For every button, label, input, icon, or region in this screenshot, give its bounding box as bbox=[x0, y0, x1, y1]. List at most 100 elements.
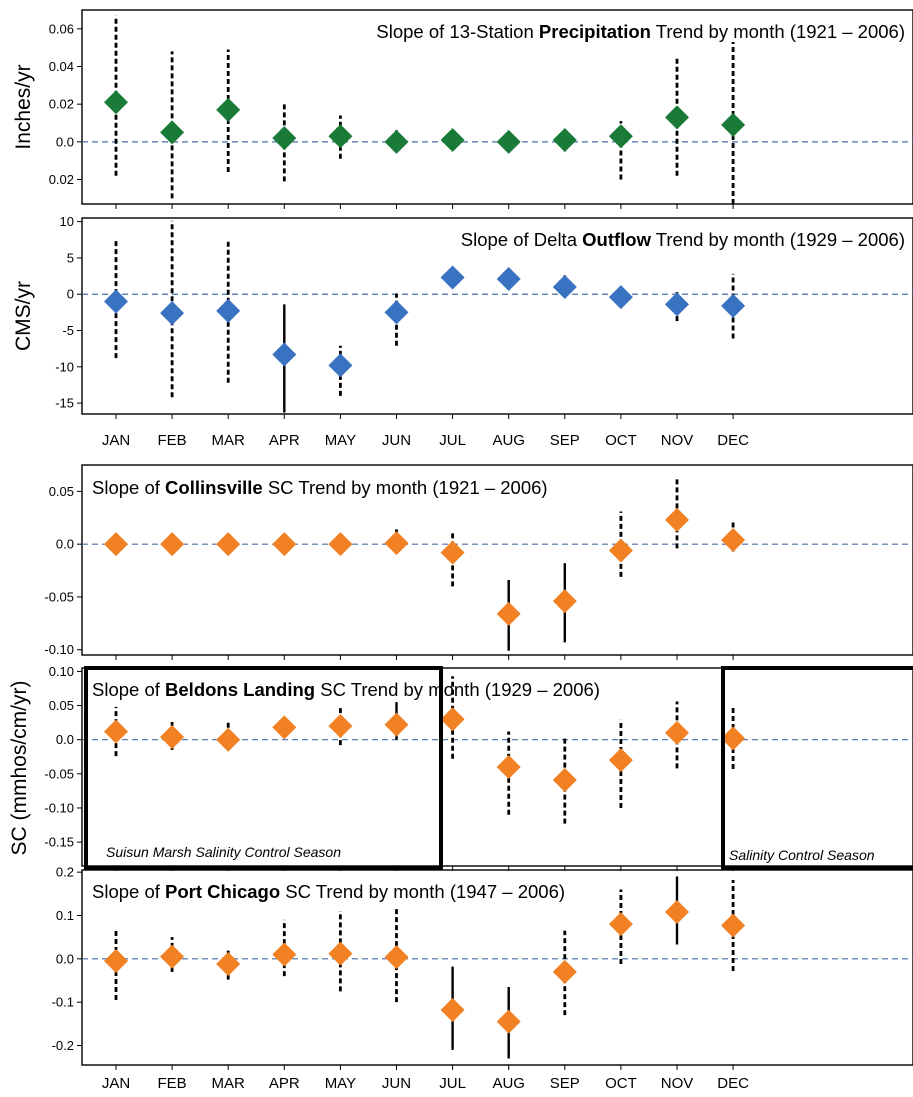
y-tick-label: -0.10 bbox=[44, 800, 74, 815]
data-point-mar bbox=[216, 298, 241, 323]
suisun-season-box bbox=[84, 666, 443, 870]
panel-title-beldons: Slope of Beldons Landing SC Trend by mon… bbox=[92, 679, 600, 700]
data-point-oct bbox=[608, 285, 633, 310]
x-tick-label-jun: JUN bbox=[382, 1075, 411, 1092]
data-point-nov bbox=[665, 105, 689, 130]
data-point-jul bbox=[440, 265, 465, 290]
x-tick-label-mar: MAR bbox=[212, 432, 246, 449]
data-point-jan bbox=[104, 532, 128, 557]
data-point-dec bbox=[721, 913, 746, 938]
panel-frame bbox=[81, 464, 913, 656]
data-point-jul bbox=[440, 707, 465, 732]
x-tick-label-feb: FEB bbox=[158, 432, 187, 449]
y-tick-label: 0.1 bbox=[56, 908, 74, 923]
x-tick-label-jul: JUL bbox=[439, 1075, 466, 1092]
x-tick-label-sep: SEP bbox=[550, 432, 580, 449]
data-point-mar bbox=[216, 727, 241, 752]
y-tick-label: -0.1 bbox=[52, 995, 74, 1010]
data-point-jun bbox=[384, 531, 409, 556]
x-tick-label-dec: DEC bbox=[717, 1075, 749, 1092]
data-point-may bbox=[328, 532, 353, 557]
data-point-jan bbox=[104, 289, 128, 314]
data-point-oct bbox=[608, 538, 633, 563]
y-tick-label: -0.2 bbox=[52, 1038, 74, 1053]
data-point-may bbox=[328, 941, 353, 966]
y-tick-label: 0.0 bbox=[56, 134, 74, 149]
data-point-apr bbox=[272, 126, 297, 151]
data-point-apr bbox=[272, 342, 297, 367]
x-tick-label-jan: JAN bbox=[102, 1075, 130, 1092]
data-point-dec bbox=[721, 527, 746, 552]
data-point-may bbox=[328, 353, 353, 378]
x-tick-label-apr: APR bbox=[269, 432, 300, 449]
data-point-jan bbox=[104, 90, 128, 115]
data-point-jun bbox=[384, 712, 409, 737]
panel-frame bbox=[81, 9, 913, 205]
data-point-jul bbox=[440, 997, 465, 1022]
x-tick-label-jun: JUN bbox=[382, 432, 411, 449]
data-point-sep bbox=[552, 274, 577, 299]
x-tick-label-apr: APR bbox=[269, 1075, 300, 1092]
x-tick-label-oct: OCT bbox=[605, 432, 637, 449]
data-point-apr bbox=[272, 532, 297, 557]
data-point-aug bbox=[496, 755, 521, 779]
x-tick-label-sep: SEP bbox=[550, 1075, 580, 1092]
y-tick-label: 0.02 bbox=[49, 172, 74, 187]
suisun-season-label: Suisun Marsh Salinity Control Season bbox=[106, 844, 341, 860]
data-point-jul bbox=[440, 127, 465, 152]
panel-frame bbox=[81, 217, 913, 415]
y-tick-label: 0.10 bbox=[49, 664, 74, 679]
x-tick-label-feb: FEB bbox=[158, 1075, 187, 1092]
y-tick-label: -0.10 bbox=[44, 642, 74, 657]
ylabel-precip: Inches/yr bbox=[12, 64, 35, 149]
data-point-nov bbox=[665, 900, 689, 925]
data-point-mar bbox=[216, 532, 241, 557]
data-point-may bbox=[328, 124, 353, 149]
y-tick-label: 0.05 bbox=[49, 484, 74, 499]
y-tick-label: 0.02 bbox=[49, 97, 74, 112]
data-point-aug bbox=[496, 1009, 521, 1034]
data-point-feb bbox=[160, 944, 185, 969]
x-tick-label-jul: JUL bbox=[439, 432, 466, 449]
salinity-season-label: Salinity Control Season bbox=[729, 847, 875, 863]
y-tick-label: -5 bbox=[62, 323, 74, 338]
data-point-oct bbox=[608, 124, 633, 149]
data-point-feb bbox=[160, 532, 185, 557]
panel-frame bbox=[81, 667, 913, 867]
data-point-oct bbox=[608, 748, 633, 773]
y-tick-label: 0.0 bbox=[56, 537, 74, 552]
panel-title-precip: Slope of 13-Station Precipitation Trend … bbox=[376, 21, 905, 42]
data-point-jun bbox=[384, 300, 409, 325]
data-point-apr bbox=[272, 715, 297, 740]
x-tick-label-dec: DEC bbox=[717, 432, 749, 449]
data-point-aug bbox=[496, 601, 521, 626]
y-tick-label: 0.06 bbox=[49, 21, 74, 36]
data-point-dec bbox=[721, 112, 746, 137]
ylabel-sc: SC (mmhos/cm/yr) bbox=[8, 681, 31, 856]
data-point-jan bbox=[104, 949, 128, 973]
data-point-jun bbox=[384, 129, 409, 154]
data-point-feb bbox=[160, 120, 185, 145]
panel-title-portchicago: Slope of Port Chicago SC Trend by month … bbox=[92, 881, 565, 902]
data-point-jul bbox=[440, 540, 465, 565]
data-point-nov bbox=[665, 507, 689, 532]
y-tick-label: 10 bbox=[60, 214, 74, 229]
panel-portchicago: -0.2 -0.1 0.0 0.1 0.2 JAN FEB MAR APR MAY JUN JUL AU… bbox=[52, 865, 913, 1092]
data-point-may bbox=[328, 714, 353, 739]
data-point-oct bbox=[608, 912, 633, 937]
y-tick-label: 0 bbox=[67, 287, 74, 302]
y-tick-label: 0.0 bbox=[56, 951, 74, 966]
data-point-sep bbox=[552, 589, 577, 614]
data-point-jun bbox=[384, 945, 409, 970]
x-tick-label-aug: AUG bbox=[492, 1075, 525, 1092]
x-tick-label-nov: NOV bbox=[661, 1075, 694, 1092]
y-tick-label: -0.15 bbox=[44, 835, 74, 850]
salinity-season-box bbox=[721, 666, 913, 870]
ylabel-outflow: CMS/yr bbox=[12, 281, 35, 351]
x-tick-label-mar: MAR bbox=[212, 1075, 246, 1092]
data-point-aug bbox=[496, 129, 521, 154]
data-point-nov bbox=[665, 292, 689, 317]
data-point-aug bbox=[496, 266, 521, 291]
data-point-nov bbox=[665, 720, 689, 745]
